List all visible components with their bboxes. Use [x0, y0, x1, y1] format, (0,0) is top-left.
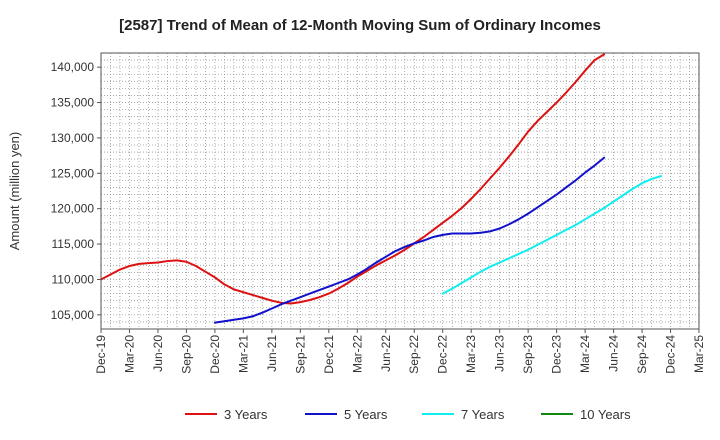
x-tick-label: Jun-23 — [493, 335, 507, 372]
series-lines — [100, 53, 663, 324]
x-tick-label: Sep-23 — [521, 335, 535, 374]
series-line-5-years — [213, 156, 606, 324]
x-tick-label: Jun-22 — [379, 335, 393, 372]
plot-area-frame — [100, 52, 700, 330]
y-tick-label: 105,000 — [51, 308, 95, 322]
series-line-7-years — [441, 175, 663, 295]
legend: 3 Years 5 Years 7 Years 10 Years — [185, 407, 631, 422]
x-tick-label: Dec-23 — [550, 335, 564, 374]
legend-label-3-years: 3 Years — [224, 407, 268, 422]
x-tick-label: Jun-20 — [151, 335, 165, 372]
gridlines — [101, 52, 699, 330]
legend-label-10-years: 10 Years — [580, 407, 631, 422]
x-tick-label: Dec-24 — [664, 335, 678, 374]
x-axis: Dec-19 Mar-20 Jun-20 Sep-20 Dec-20 Mar-21 Jun-… — [94, 329, 706, 374]
series-line-3-years — [100, 53, 606, 305]
x-tick-label: Mar-24 — [578, 335, 592, 373]
y-tick-label: 115,000 — [52, 237, 95, 251]
legend-label-7-years: 7 Years — [461, 407, 505, 422]
y-tick-label: 130,000 — [51, 131, 95, 145]
x-tick-label: Jun-21 — [265, 335, 279, 372]
x-tick-label: Sep-24 — [635, 335, 649, 374]
y-tick-label: 120,000 — [51, 202, 95, 216]
x-tick-label: Sep-21 — [293, 335, 307, 374]
x-tick-label: Mar-21 — [236, 335, 250, 373]
y-tick-label: 110,000 — [52, 272, 95, 286]
x-tick-label: Sep-20 — [179, 335, 193, 374]
x-tick-label: Dec-21 — [322, 335, 336, 374]
x-tick-label: Mar-23 — [464, 335, 478, 373]
chart-title: [2587] Trend of Mean of 12-Month Moving … — [119, 17, 601, 34]
y-tick-label: 125,000 — [51, 166, 95, 180]
x-tick-label: Dec-20 — [208, 335, 222, 374]
x-tick-label: Mar-22 — [350, 335, 364, 373]
x-tick-label: Mar-20 — [122, 335, 136, 373]
legend-label-5-years: 5 Years — [344, 407, 388, 422]
y-tick-label: 140,000 — [51, 60, 95, 74]
x-tick-label: Jun-24 — [607, 335, 621, 372]
x-tick-label: Sep-22 — [407, 335, 421, 374]
y-axis-label: Amount (million yen) — [7, 132, 22, 251]
y-axis: 105,000 110,000 115,000 120,000 125,000 130,0… — [51, 60, 101, 322]
x-tick-label: Dec-19 — [94, 335, 108, 374]
x-tick-label: Mar-25 — [692, 335, 706, 373]
y-tick-label: 135,000 — [51, 96, 95, 110]
x-tick-label: Dec-22 — [436, 335, 450, 374]
